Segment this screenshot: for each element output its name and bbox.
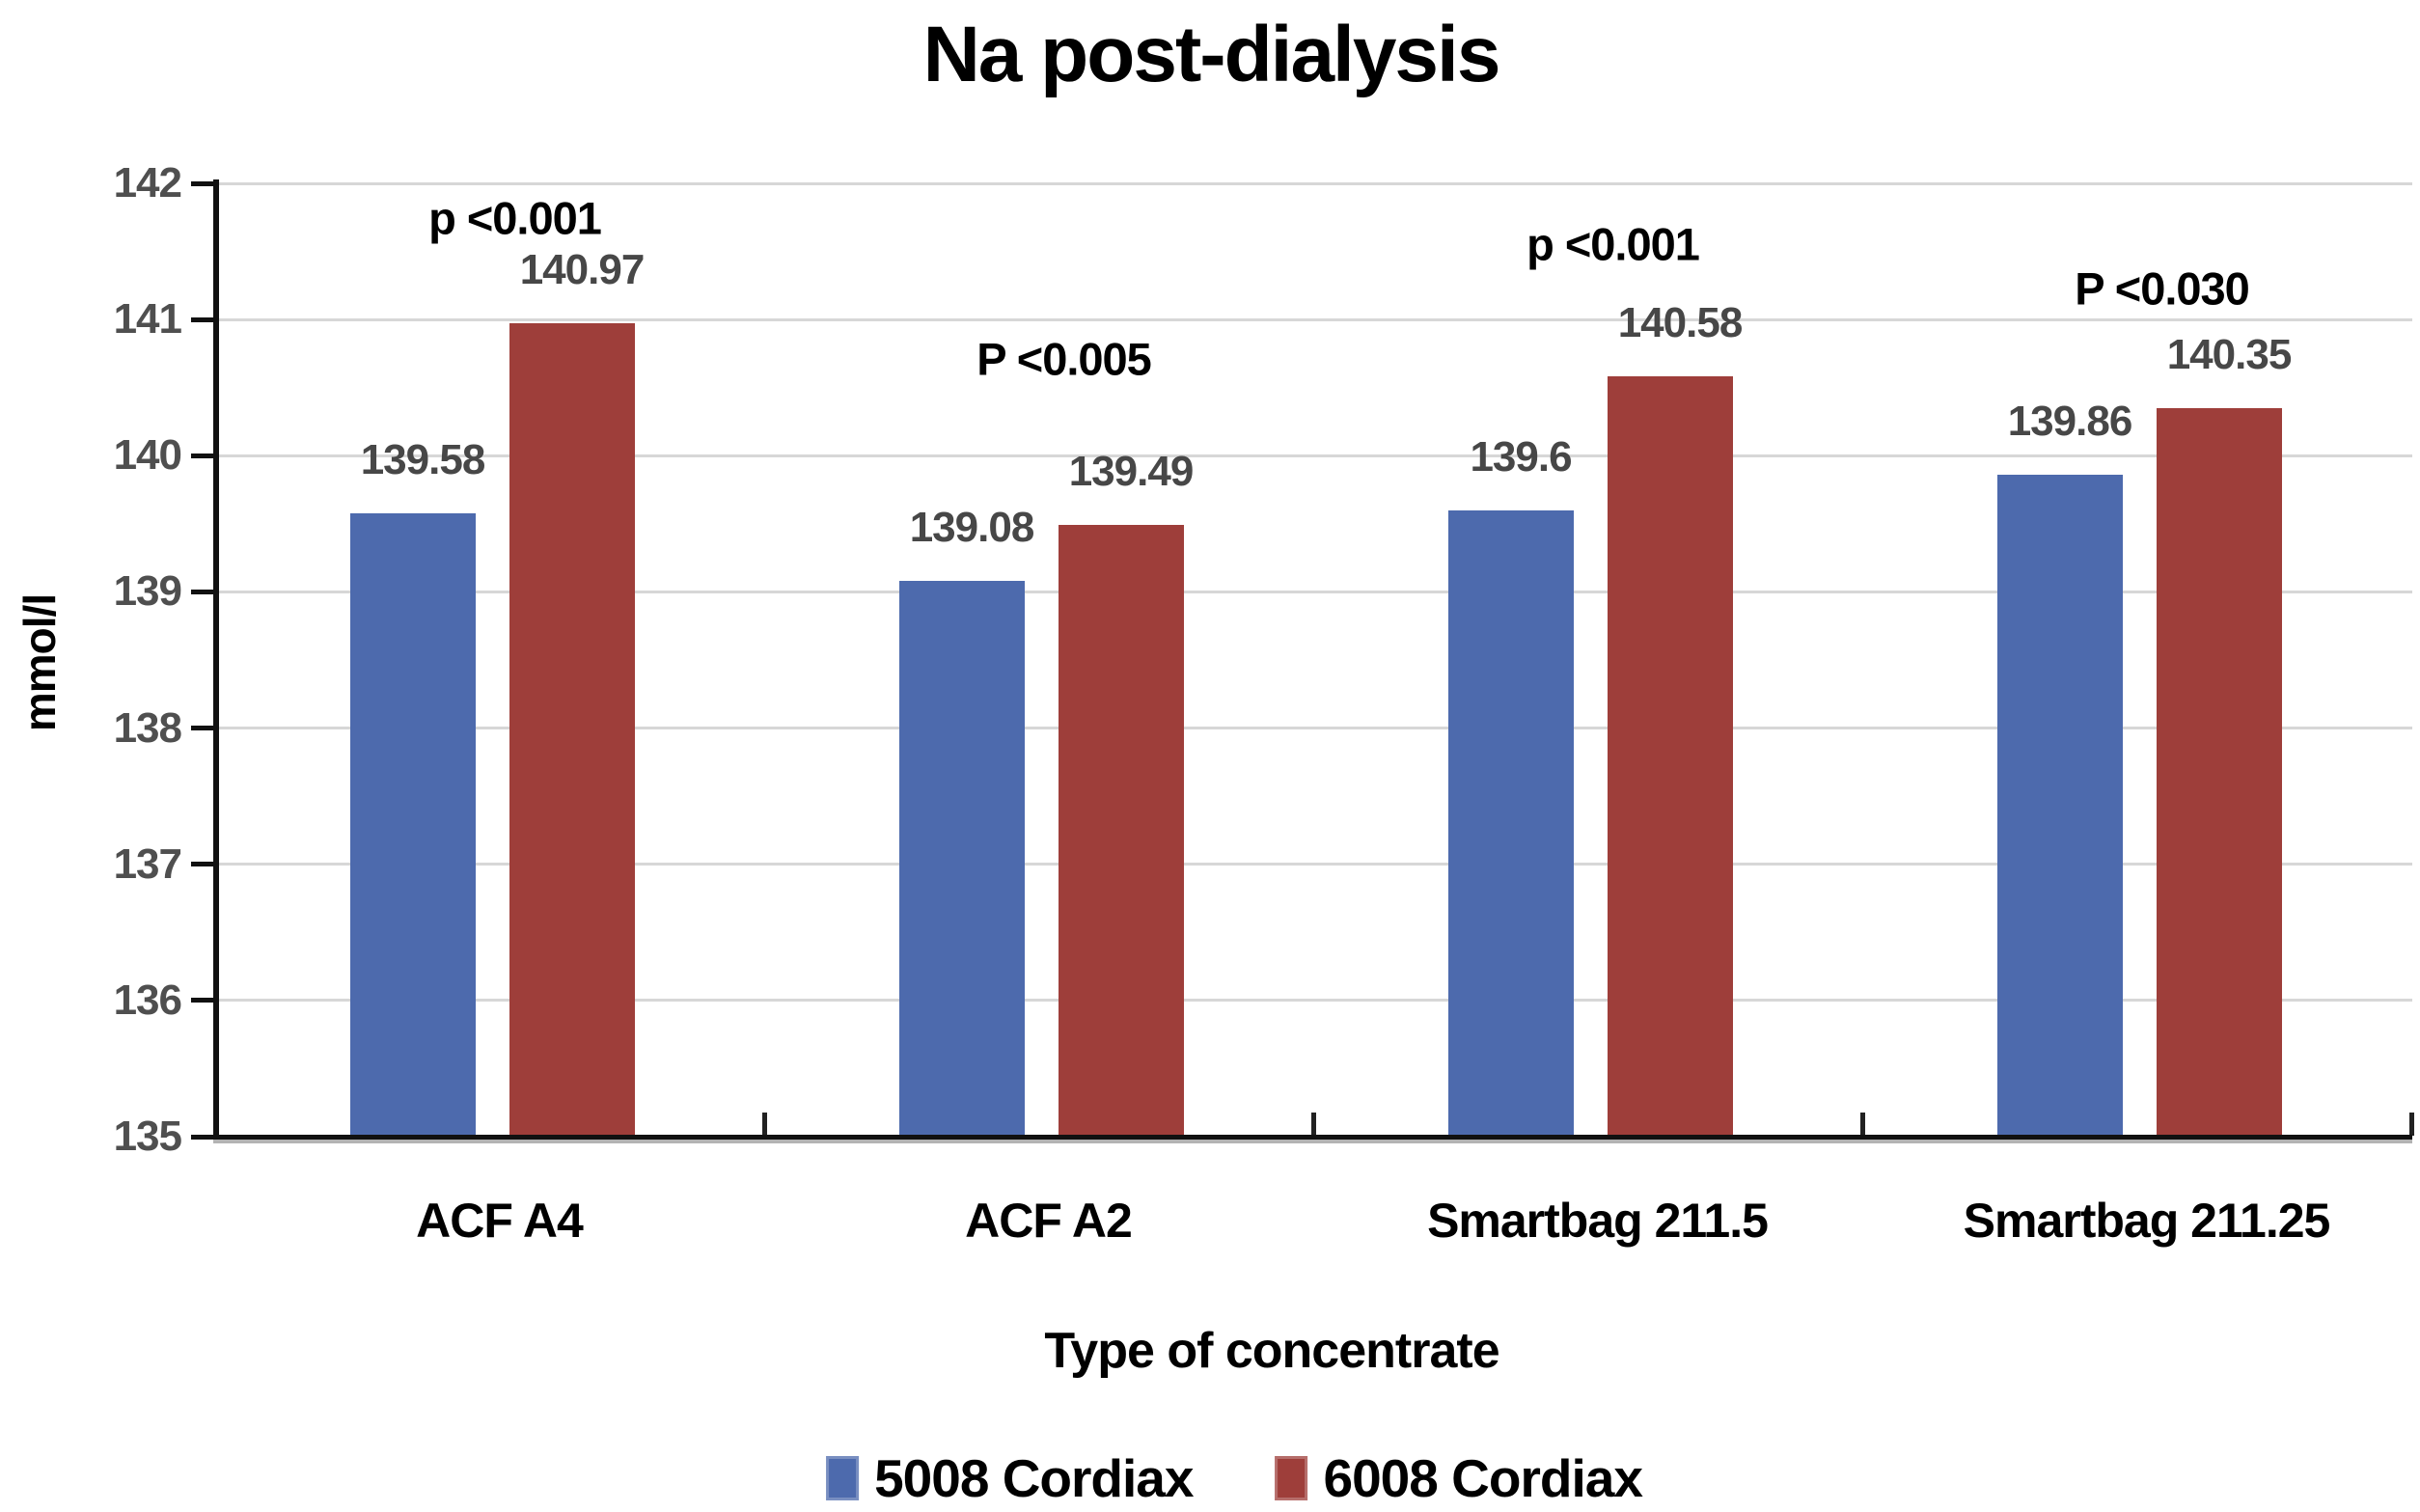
y-tick-140 [191,453,216,458]
y-tick-label-140: 140 [113,431,182,480]
p-value-label-3: P <0.030 [2075,262,2250,315]
x-tick-0 [762,1113,767,1136]
value-label-5008-1: 139.08 [909,504,1035,552]
x-axis-line [213,1135,2412,1140]
bar-6008-acf-a2 [1059,525,1184,1137]
legend-label-5008: 5008 Cordiax [874,1448,1194,1508]
value-label-5008-2: 139.6 [1470,432,1572,481]
y-tick-135 [191,1134,216,1140]
y-tick-142 [191,180,216,186]
y-tick-label-141: 141 [113,295,182,344]
y-tick-141 [191,316,216,322]
bar-6008-smartbag-211-25 [2157,407,2282,1137]
value-label-5008-3: 139.86 [2007,398,2133,446]
x-category-label-0: ACF A4 [416,1194,584,1248]
legend: 5008 Cordiax 6008 Cordiax [826,1447,1643,1509]
p-value-label-0: p <0.001 [428,192,602,244]
bar-5008-smartbag-211-5 [1448,509,1574,1137]
y-tick-label-142: 142 [113,159,182,206]
gridline-141 [216,317,2412,321]
legend-swatch-6008 [1275,1456,1308,1500]
value-label-6008-3: 140.35 [2166,330,2293,378]
legend-item-6008: 6008 Cordiax [1275,1447,1643,1509]
p-value-label-1: P <0.005 [976,333,1152,385]
gridline-140 [216,454,2412,457]
y-tick-label-135: 135 [113,1113,182,1160]
x-category-label-1: ACF A2 [965,1194,1133,1248]
bar-6008-smartbag-211-5 [1608,376,1733,1137]
y-tick-label-137: 137 [113,839,182,888]
y-tick-label-136: 136 [113,976,182,1024]
chart-title: Na post-dialysis [922,11,1501,98]
x-axis-title: Type of concentrate [1044,1323,1499,1379]
y-axis-line [213,179,219,1141]
y-tick-137 [191,862,216,867]
bar-5008-smartbag-211-25 [1997,475,2123,1137]
y-tick-136 [191,998,216,1003]
gridline-142 [216,181,2412,185]
value-label-6008-0: 140.97 [519,246,646,294]
x-tick-2 [1860,1113,1865,1136]
gridline-139 [216,590,2412,593]
p-value-label-2: p <0.001 [1526,218,1700,270]
bar-5008-acf-a2 [899,581,1025,1137]
y-tick-139 [191,589,216,594]
x-tick-1 [1311,1113,1316,1136]
gridline-137 [216,863,2412,866]
bar-6008-acf-a4 [509,323,635,1137]
value-label-6008-2: 140.58 [1617,299,1744,347]
legend-swatch-5008 [826,1456,860,1500]
value-label-6008-1: 139.49 [1068,448,1195,496]
gridline-138 [216,727,2412,730]
value-label-5008-0: 139.58 [360,435,486,483]
legend-item-5008: 5008 Cordiax [826,1447,1195,1509]
gridline-136 [216,999,2412,1003]
y-tick-138 [191,726,216,731]
x-tick-3 [2409,1113,2414,1136]
y-tick-label-139: 139 [113,567,182,616]
x-category-label-3: Smartbag 211.25 [1963,1194,2331,1248]
x-category-label-2: Smartbag 211.5 [1427,1194,1769,1248]
y-tick-label-138: 138 [113,703,182,752]
bar-5008-acf-a4 [350,512,476,1137]
legend-label-6008: 6008 Cordiax [1323,1448,1643,1508]
